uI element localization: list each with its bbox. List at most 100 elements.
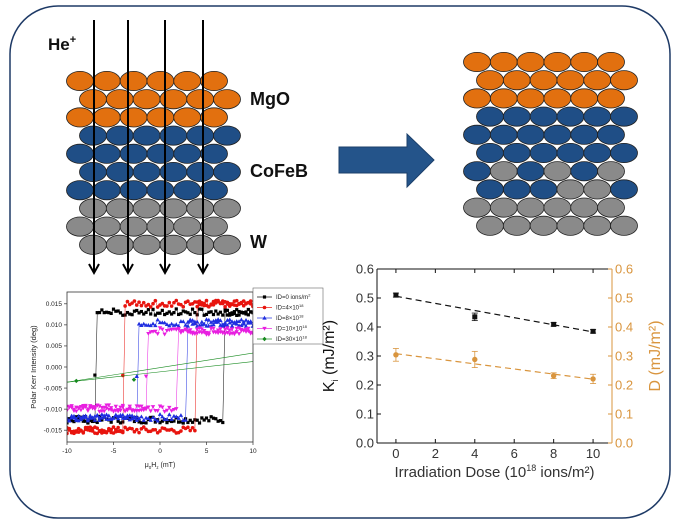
data-point [227,320,232,325]
data-point [172,429,176,433]
data-point [174,407,179,411]
data-point [162,332,167,337]
data-point [111,416,116,420]
arrow-head-icon [197,263,209,276]
data-point [67,418,72,423]
atom-w [529,215,558,236]
data-point [188,302,193,306]
legend: ID=0 ions/m2ID=4×1018ID=8×1018ID=10×1018… [252,287,324,345]
atom-cofeb [132,161,161,182]
data-point [163,312,167,317]
data-point [222,331,228,336]
data-point [246,313,250,317]
data-point [76,418,81,423]
layer-label-cofeb: CoFeB [250,161,308,181]
data-point [172,310,176,315]
data-point [155,317,160,322]
atom-w [597,197,625,218]
data-point [186,311,190,315]
data-point [69,415,74,420]
data-point [218,318,223,323]
atom-cofeb [476,106,504,127]
data-point [134,427,139,432]
atom-w [146,216,175,237]
data-point [88,419,92,423]
data-point [144,421,148,425]
x-tick-label: 8 [550,446,557,461]
data-point [90,429,95,433]
data-point [218,310,223,314]
y-tick-label-left: 0.1 [356,407,374,422]
atom-w [516,197,545,218]
data-point [202,313,206,317]
data-point [135,308,139,313]
data-point [139,414,144,419]
data-point [67,408,70,413]
data-point [90,415,95,420]
x-tick-label: 0 [158,448,162,455]
data-point [134,374,139,378]
atom-mgo [516,88,545,109]
y-axis-label-left: Ki (mJ/m²) [321,320,340,392]
data-point [234,330,239,334]
atom-mgo [489,52,518,73]
data-point [127,302,132,307]
data-point [95,413,100,418]
atom-cofeb [186,161,215,182]
data-point [192,319,198,324]
data-point [100,308,104,312]
data-point [228,313,232,317]
data-point [104,310,109,314]
atom-cofeb [92,143,121,164]
data-point [181,309,185,313]
x-tick-label: 4 [471,446,478,461]
data-point [186,420,190,425]
data-point [235,308,239,312]
data-point [188,312,192,316]
data-point [153,323,158,328]
data-point [211,322,216,327]
atom-mgo [213,89,241,110]
data-point [393,352,399,358]
data-point [149,415,153,420]
atom-w [66,216,94,237]
data-point [209,415,213,419]
atom-cofeb [502,179,531,200]
atom-w [200,216,228,237]
legend-label: ID=30×10 [276,337,303,343]
series-D [392,348,597,384]
data-point [146,331,151,336]
data-point [393,292,399,298]
data-point [236,332,242,336]
data-point [197,299,202,303]
data-point [174,414,179,419]
data-point [590,328,596,334]
arrow-head-icon [88,263,100,276]
data-point [153,427,158,432]
data-point [125,310,130,315]
legend-sup: 18 [299,314,304,319]
atom-mgo [146,71,175,92]
data-point [132,299,137,303]
data-point [109,420,113,424]
atom-w [556,179,585,200]
atom-cofeb [132,125,161,146]
data-point [137,311,141,315]
data-point [74,378,79,384]
data-point [109,430,113,435]
data-point [221,313,225,317]
data-point [109,311,113,316]
data-point [170,419,174,424]
y-tick-label: -0.015 [44,428,63,435]
y-tick-label-right: 0.6 [615,262,633,277]
hysteresis-chart: -10 -5 0 5 10 0.015 0.010 0.005 0.000 -0.005 -0.01… [29,287,324,470]
data-point [139,421,143,425]
atom-w [570,197,599,218]
data-point [142,312,146,316]
y-tick-label-left: 0.0 [356,436,374,451]
data-point [123,425,127,430]
data-point [137,430,141,435]
atom-mgo [92,107,121,128]
data-point [262,326,267,331]
data-point [88,404,93,408]
